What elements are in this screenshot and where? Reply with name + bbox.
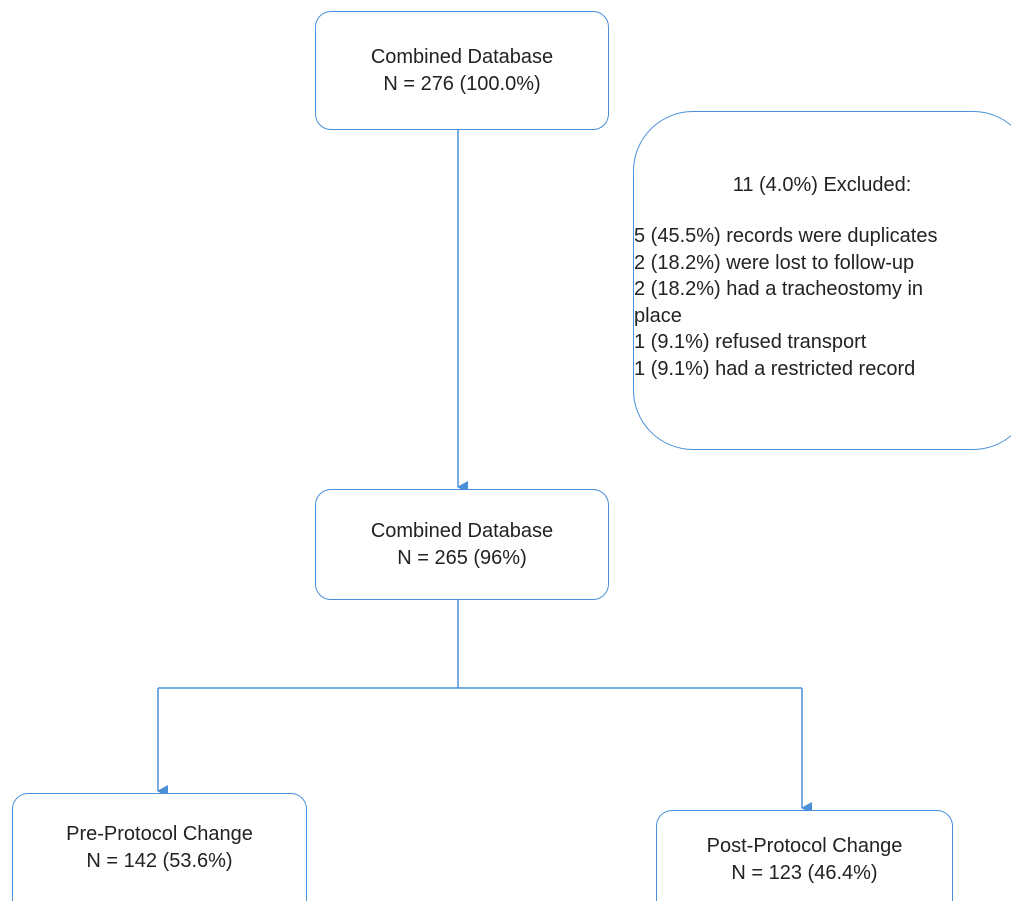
exclusion-item: 1 (9.1%) had a restricted record <box>634 357 916 380</box>
post-protocol-count: N = 123 (46.4%) <box>731 862 878 884</box>
filtered-database-box: Combined Database N = 265 (96%) <box>315 489 609 600</box>
exclusion-heading: 11 (4.0%) Excluded: <box>732 174 912 196</box>
exclusion-item: 1 (9.1%) refused transport <box>634 331 867 353</box>
exclusion-item: place <box>634 304 682 327</box>
filtered-database-count: N = 265 (96%) <box>397 546 527 569</box>
combined-database-box: Combined Database N = 276 (100.0%) <box>315 11 609 130</box>
pre-protocol-count: N = 142 (53.6%) <box>86 849 233 872</box>
post-protocol-title: Post-Protocol Change <box>706 835 903 857</box>
post-protocol-box: Post-Protocol Change N = 123 (46.4%) <box>656 810 953 901</box>
exclusion-box: 11 (4.0%) Excluded: 5 (45.5%) records we… <box>633 111 1011 450</box>
filtered-database-title: Combined Database <box>370 519 554 542</box>
exclusion-item: 2 (18.2%) were lost to follow-up <box>634 251 915 274</box>
combined-database-title: Combined Database <box>370 45 554 68</box>
combined-database-count: N = 276 (100.0%) <box>383 72 541 95</box>
pre-protocol-title: Pre-Protocol Change <box>66 822 253 845</box>
exclusion-item: 5 (45.5%) records were duplicates <box>634 225 938 247</box>
exclusion-list: 5 (45.5%) records were duplicates 2 (18.… <box>634 223 937 382</box>
pre-protocol-box: Pre-Protocol Change N = 142 (53.6%) <box>12 793 307 901</box>
exclusion-item: 2 (18.2%) had a tracheostomy in <box>634 278 924 300</box>
